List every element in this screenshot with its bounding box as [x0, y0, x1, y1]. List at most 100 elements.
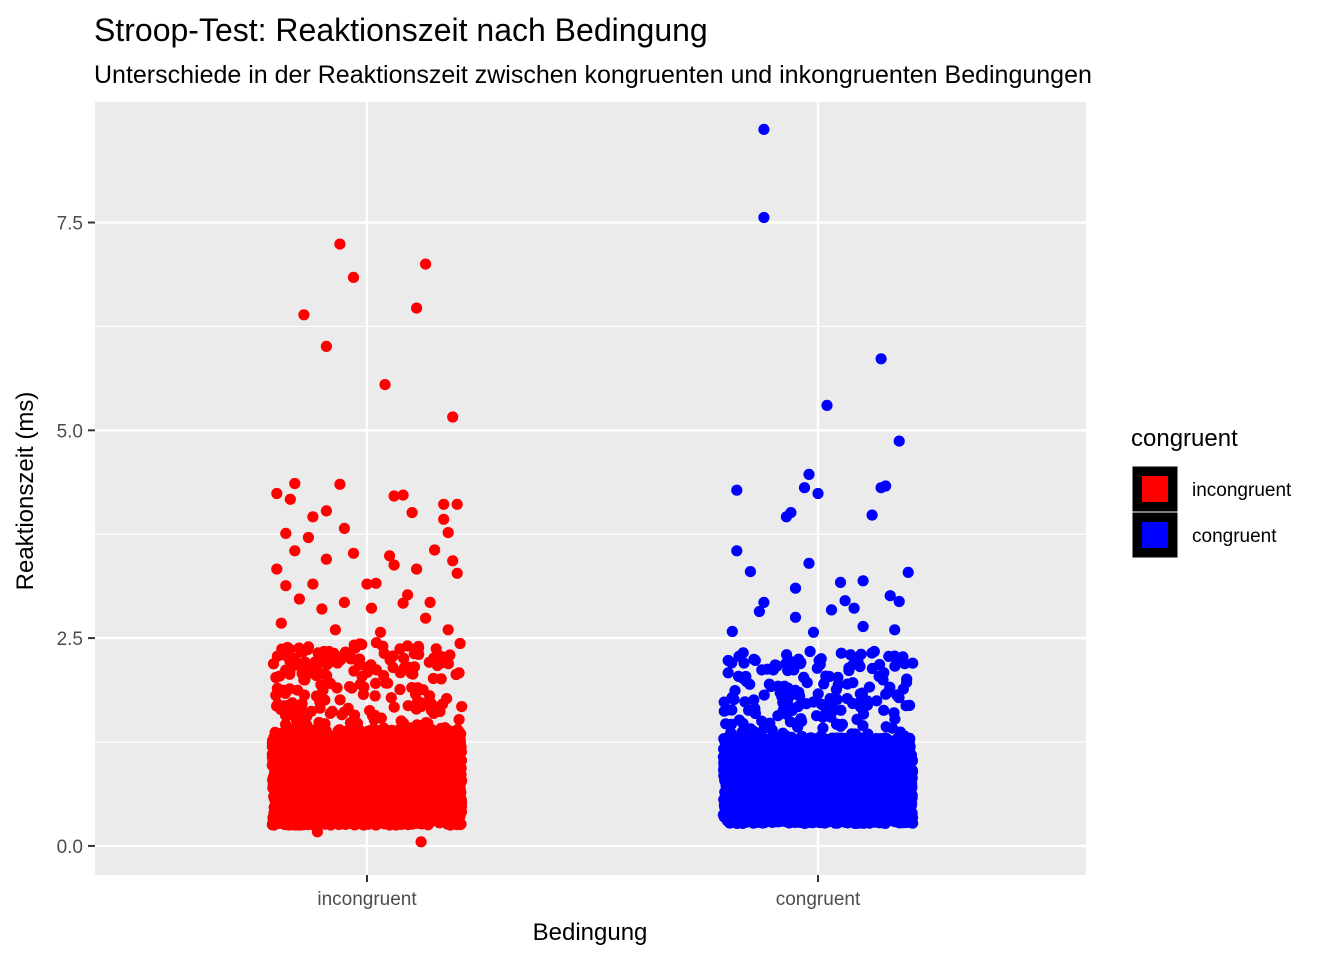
- point-incongruent: [320, 505, 332, 517]
- point-incongruent: [332, 740, 344, 752]
- point-incongruent: [423, 806, 435, 818]
- point-congruent: [869, 733, 881, 746]
- point-incongruent: [344, 783, 356, 795]
- point-incongruent: [376, 767, 388, 779]
- point-incongruent: [397, 761, 409, 773]
- point-incongruent: [318, 645, 330, 658]
- point-incongruent: [317, 684, 329, 696]
- point-incongruent: [293, 763, 305, 775]
- point-congruent: [900, 700, 912, 712]
- point-incongruent: [388, 490, 400, 502]
- point-incongruent: [456, 701, 468, 713]
- point-incongruent: [397, 489, 409, 501]
- point-incongruent: [444, 649, 456, 661]
- point-incongruent: [402, 589, 414, 601]
- point-incongruent: [435, 673, 447, 685]
- point-incongruent: [431, 798, 443, 810]
- point-incongruent: [394, 667, 406, 679]
- point-incongruent: [296, 698, 308, 710]
- point-congruent: [813, 654, 825, 667]
- point-incongruent: [361, 798, 373, 811]
- point-incongruent: [338, 596, 350, 609]
- point-incongruent: [274, 809, 286, 821]
- point-incongruent: [386, 780, 398, 792]
- point-incongruent: [320, 340, 332, 352]
- point-congruent: [788, 664, 800, 676]
- point-congruent: [758, 689, 770, 701]
- point-incongruent: [271, 487, 283, 500]
- point-incongruent: [390, 743, 402, 755]
- point-incongruent: [361, 578, 373, 590]
- point-incongruent: [320, 553, 332, 565]
- point-incongruent: [395, 715, 407, 727]
- point-congruent: [781, 649, 793, 661]
- point-incongruent: [270, 769, 282, 781]
- point-congruent: [804, 645, 816, 658]
- point-incongruent: [398, 652, 410, 664]
- point-congruent: [772, 710, 784, 722]
- point-incongruent: [410, 703, 422, 715]
- point-incongruent: [419, 776, 431, 788]
- point-incongruent: [343, 740, 355, 752]
- point-incongruent: [297, 646, 309, 658]
- point-incongruent: [334, 478, 346, 490]
- point-incongruent: [316, 730, 328, 742]
- point-incongruent: [430, 701, 442, 713]
- point-congruent: [878, 704, 890, 716]
- point-incongruent: [369, 690, 381, 702]
- point-incongruent: [277, 789, 290, 801]
- point-incongruent: [307, 578, 319, 590]
- point-congruent: [733, 714, 746, 726]
- point-congruent: [736, 726, 748, 739]
- point-incongruent: [345, 802, 357, 815]
- point-congruent: [821, 746, 833, 759]
- point-incongruent: [396, 786, 408, 798]
- point-incongruent: [329, 624, 341, 636]
- point-incongruent: [353, 776, 365, 788]
- point-incongruent: [334, 238, 346, 250]
- point-incongruent: [427, 776, 439, 788]
- point-congruent: [844, 649, 857, 661]
- point-incongruent: [302, 531, 314, 544]
- point-incongruent: [379, 379, 391, 391]
- point-incongruent: [289, 742, 301, 754]
- point-incongruent: [353, 817, 365, 830]
- point-incongruent: [442, 527, 454, 539]
- point-incongruent: [321, 658, 333, 671]
- point-congruent: [884, 681, 896, 693]
- point-incongruent: [349, 709, 361, 721]
- point-incongruent: [420, 612, 432, 624]
- point-congruent: [812, 688, 824, 700]
- point-incongruent: [387, 650, 399, 662]
- point-incongruent: [419, 759, 431, 771]
- point-congruent: [854, 688, 866, 700]
- point-incongruent: [411, 563, 423, 575]
- point-incongruent: [453, 667, 465, 679]
- chart-subtitle: Unterschiede in der Reaktionszeit zwisch…: [94, 61, 1092, 89]
- point-congruent: [874, 659, 886, 671]
- point-congruent: [890, 652, 902, 664]
- point-incongruent: [284, 493, 296, 505]
- point-incongruent: [394, 683, 406, 696]
- point-incongruent: [425, 786, 437, 798]
- point-incongruent: [416, 726, 428, 738]
- point-incongruent: [345, 817, 357, 829]
- point-incongruent: [298, 309, 310, 321]
- point-incongruent: [334, 694, 346, 706]
- point-incongruent: [296, 667, 308, 680]
- point-congruent: [873, 670, 885, 683]
- point-incongruent: [347, 271, 360, 283]
- point-incongruent: [284, 643, 296, 655]
- point-congruent: [831, 693, 843, 706]
- point-incongruent: [326, 705, 338, 718]
- point-incongruent: [374, 626, 387, 638]
- point-congruent: [831, 718, 843, 730]
- point-congruent: [835, 647, 847, 659]
- point-incongruent: [402, 640, 414, 652]
- point-incongruent: [289, 545, 301, 557]
- point-incongruent: [411, 302, 423, 314]
- point-congruent: [868, 645, 880, 658]
- point-incongruent: [429, 544, 441, 556]
- point-congruent: [880, 721, 892, 733]
